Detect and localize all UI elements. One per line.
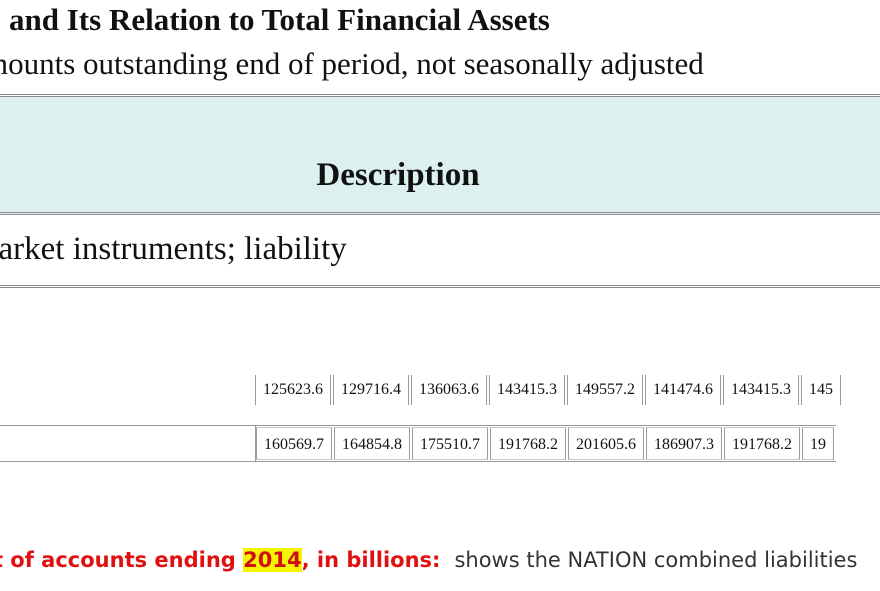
table-cell: 191768.2 — [490, 427, 566, 460]
table-cell: 160569.7 — [256, 427, 332, 460]
description-body: narket instruments; liability — [0, 215, 880, 285]
annotation-label-start: nt of accounts ending — [0, 548, 244, 572]
description-table: Description narket instruments; liabilit… — [0, 94, 880, 288]
annotation-label-end: , in billions: — [301, 548, 441, 572]
annotation-caption: nt of accounts ending 2014, in billions:… — [0, 548, 857, 572]
table-cell: 149557.2 — [567, 375, 643, 405]
table-cell: 125623.6 — [255, 375, 331, 405]
table-cell: 19 — [802, 427, 834, 460]
table-cell: 143415.3 — [489, 375, 565, 405]
table-row-label-cell — [0, 426, 256, 461]
annotation-year-highlight: 2014 — [243, 548, 302, 572]
table-cell: 164854.8 — [334, 427, 410, 460]
table-cell: 136063.6 — [411, 375, 487, 405]
table-cell: 186907.3 — [646, 427, 722, 460]
table-cell: 191768.2 — [724, 427, 800, 460]
page-subtitle: mounts outstanding end of period, not se… — [0, 46, 704, 81]
table-row: 160569.7 164854.8 175510.7 191768.2 2016… — [0, 425, 836, 462]
page-title: and Its Relation to Total Financial Asse… — [9, 2, 550, 37]
annotation-text: shows the NATION combined liabilities — [454, 548, 858, 572]
table-cell: 141474.6 — [645, 375, 721, 405]
description-text: narket instruments; liability — [0, 231, 347, 267]
description-header: Description — [0, 97, 880, 215]
table-row: 125623.6 129716.4 136063.6 143415.3 1495… — [255, 375, 843, 405]
table-cell: 129716.4 — [333, 375, 409, 405]
table-cell: 143415.3 — [723, 375, 799, 405]
description-header-label: Description — [316, 157, 480, 193]
table-cell: 175510.7 — [412, 427, 488, 460]
table-cell: 201605.6 — [568, 427, 644, 460]
table-cell: 145 — [801, 375, 841, 405]
